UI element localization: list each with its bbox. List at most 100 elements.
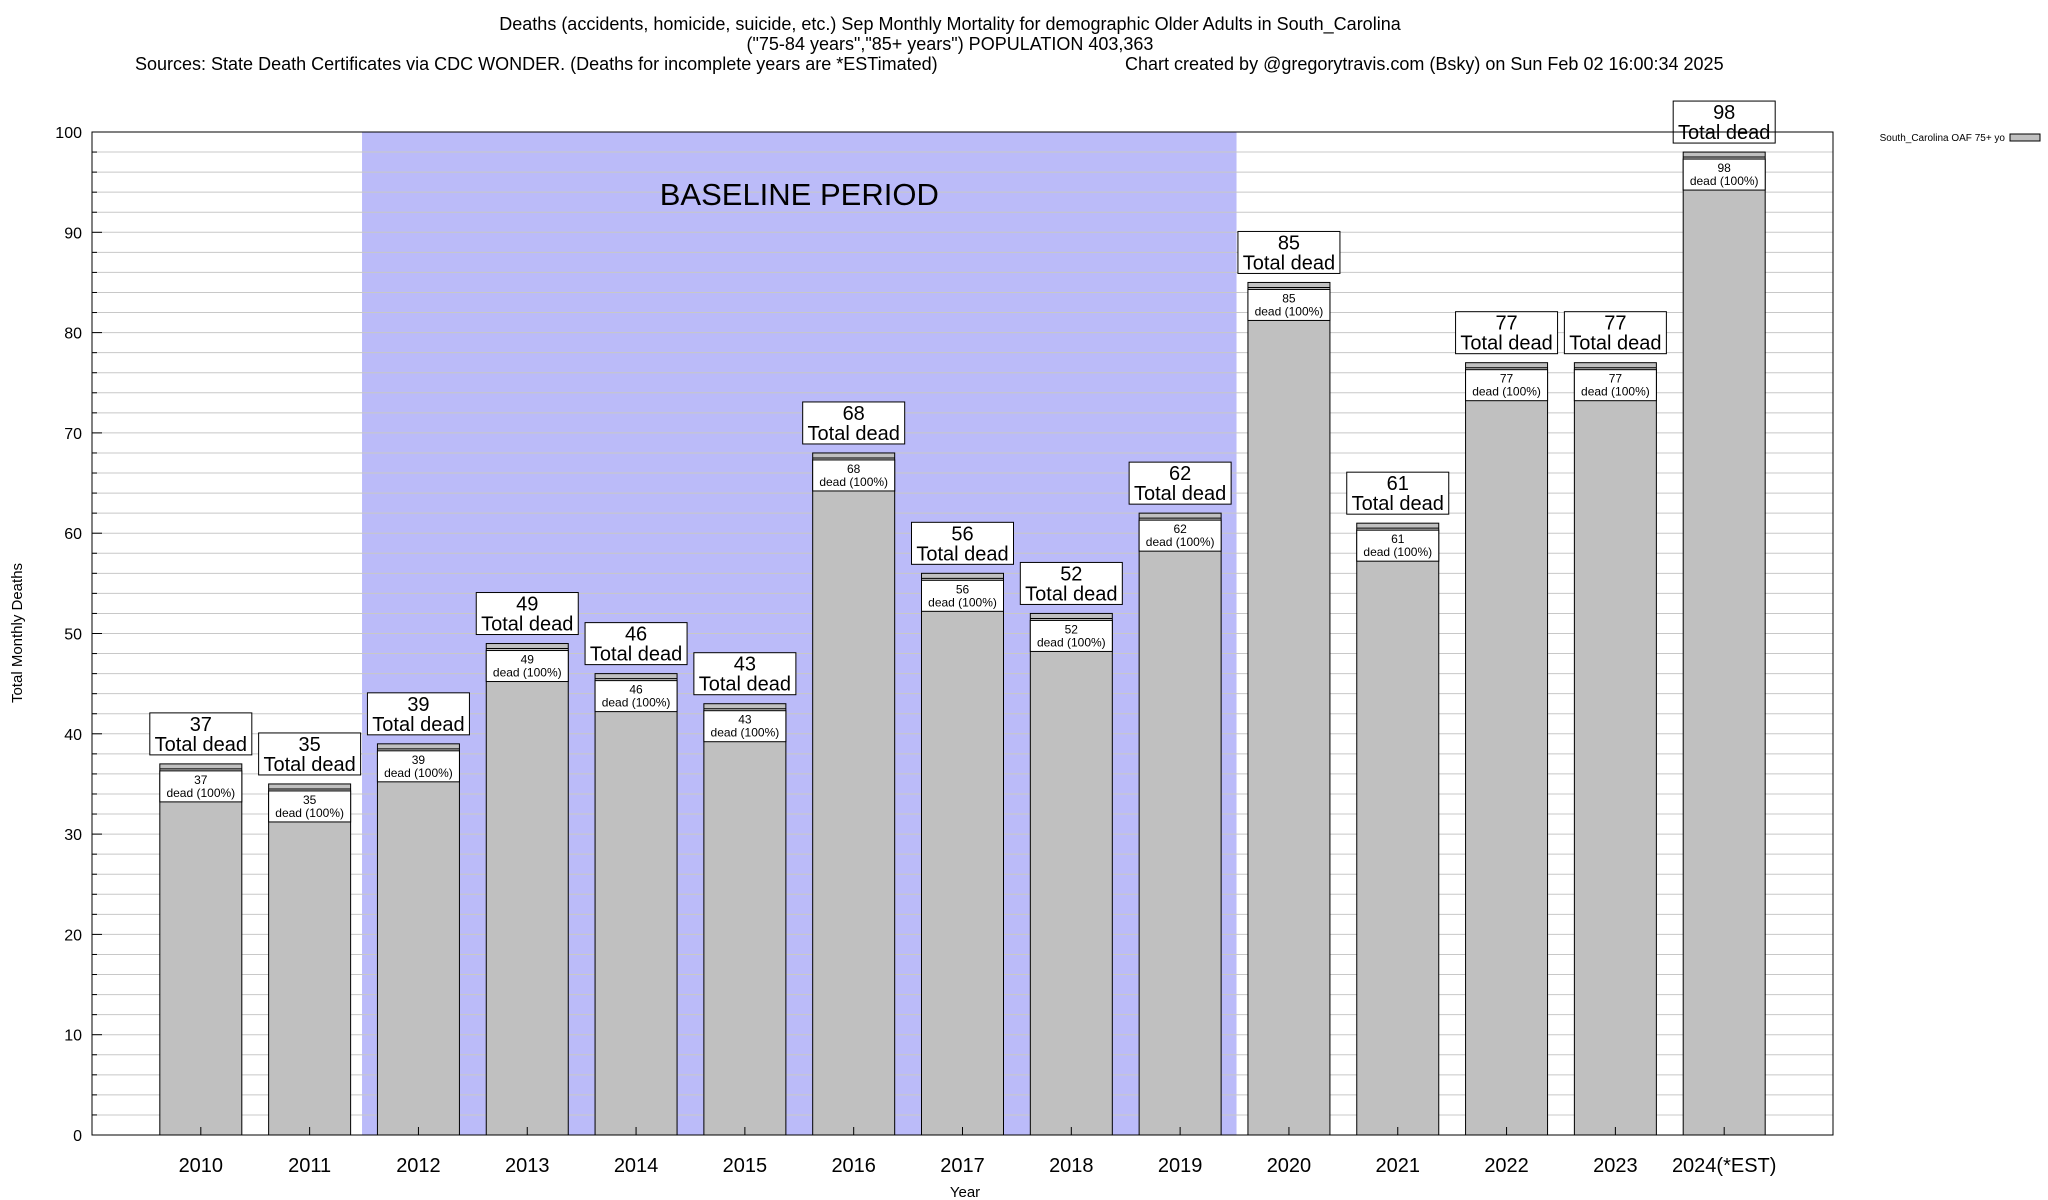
total-label-text: Total dead xyxy=(916,543,1008,565)
inner-label-value: 52 xyxy=(1065,622,1079,636)
chart-title-line-1: Deaths (accidents, homicide, suicide, et… xyxy=(499,14,1401,34)
x-tick-label: 2010 xyxy=(179,1155,224,1177)
inner-label-value: 37 xyxy=(194,773,208,787)
total-label-text: Total dead xyxy=(808,423,900,445)
total-label-box xyxy=(584,622,688,666)
plot-border xyxy=(91,131,1834,1136)
inner-label-box xyxy=(812,459,896,492)
inner-label-box xyxy=(159,770,243,803)
x-tick-label: 2024(*EST) xyxy=(1672,1155,1777,1177)
inner-label-value: 39 xyxy=(412,753,426,767)
inner-label-box xyxy=(1573,369,1657,402)
inner-label-text: dead (100%) xyxy=(928,595,997,609)
inner-label-box xyxy=(1029,619,1113,652)
total-label-value: 77 xyxy=(1495,313,1517,335)
y-tick-label: 40 xyxy=(64,727,82,744)
total-label-value: 68 xyxy=(843,403,865,425)
inner-label-text: dead (100%) xyxy=(493,666,562,680)
inner-label-value: 49 xyxy=(521,653,535,667)
total-label-text: Total dead xyxy=(155,734,247,756)
x-tick-label: 2015 xyxy=(723,1155,768,1177)
y-tick-label: 10 xyxy=(64,1028,82,1045)
inner-label-text: dead (100%) xyxy=(1581,385,1650,399)
total-label-value: 39 xyxy=(407,694,429,716)
inner-label-value: 56 xyxy=(956,582,970,596)
bar-2019 xyxy=(1138,512,1222,1136)
bar-2021 xyxy=(1356,522,1440,1136)
y-tick-label: 70 xyxy=(64,426,82,443)
bar-2018 xyxy=(1029,612,1113,1136)
inner-label-box xyxy=(1465,369,1549,402)
total-label-text: Total dead xyxy=(1134,483,1226,505)
inner-label-text: dead (100%) xyxy=(711,726,780,740)
y-tick-label: 60 xyxy=(64,526,82,543)
total-label-value: 56 xyxy=(951,523,973,545)
y-tick-label: 90 xyxy=(64,225,82,242)
total-label-box xyxy=(1455,311,1559,355)
total-label-value: 52 xyxy=(1060,563,1082,585)
total-label-text: Total dead xyxy=(1352,493,1444,515)
inner-label-text: dead (100%) xyxy=(384,766,453,780)
inner-label-text: dead (100%) xyxy=(1255,304,1324,318)
x-tick-label: 2019 xyxy=(1158,1155,1203,1177)
x-tick-label: 2014 xyxy=(614,1155,659,1177)
inner-label-text: dead (100%) xyxy=(1037,635,1106,649)
total-label-box xyxy=(1346,471,1450,515)
x-axis-label: Year xyxy=(950,1184,980,1200)
y-tick-label: 30 xyxy=(64,827,82,844)
total-label-value: 77 xyxy=(1604,313,1626,335)
inner-label-value: 43 xyxy=(738,713,752,727)
inner-label-value: 35 xyxy=(303,793,317,807)
total-label-box xyxy=(1237,230,1341,274)
inner-label-value: 77 xyxy=(1609,372,1623,386)
total-label-text: Total dead xyxy=(590,644,682,666)
total-label-text: Total dead xyxy=(1243,252,1335,274)
inner-label-box xyxy=(268,790,352,823)
bar-2024(*EST) xyxy=(1682,151,1766,1136)
total-label-box xyxy=(911,521,1014,565)
total-label-box xyxy=(149,712,253,756)
y-tick-label: 100 xyxy=(55,125,82,142)
bar-2014 xyxy=(594,673,678,1136)
x-tick-label: 2020 xyxy=(1267,1155,1312,1177)
y-tick-label: 0 xyxy=(73,1128,82,1145)
bar-2011 xyxy=(268,783,352,1136)
y-axis-label: Total Monthly Deaths xyxy=(9,563,26,703)
inner-label-value: 77 xyxy=(1500,372,1514,386)
y-tick-label: 80 xyxy=(64,326,82,343)
legend-label: South_Carolina OAF 75+ yo xyxy=(1880,133,2006,144)
inner-label-text: dead (100%) xyxy=(166,786,235,800)
legend-swatch xyxy=(2009,133,2041,142)
total-label-value: 35 xyxy=(299,734,321,756)
bar-2015 xyxy=(703,703,787,1136)
x-tick-label: 2022 xyxy=(1484,1155,1529,1177)
total-label-value: 62 xyxy=(1169,463,1191,485)
inner-label-value: 61 xyxy=(1391,532,1405,546)
inner-label-box xyxy=(1247,288,1331,321)
total-label-box xyxy=(693,652,797,696)
total-label-text: Total dead xyxy=(1025,583,1117,605)
total-label-value: 49 xyxy=(516,594,538,616)
x-tick-label: 2023 xyxy=(1593,1155,1638,1177)
inner-label-value: 46 xyxy=(629,683,643,697)
inner-label-box xyxy=(376,750,460,783)
inner-label-text: dead (100%) xyxy=(819,475,888,489)
bar-2017 xyxy=(921,572,1004,1136)
inner-label-box xyxy=(594,680,678,713)
total-label-box xyxy=(258,732,362,776)
chart-credit: Chart created by @gregorytravis.com (Bsk… xyxy=(1125,54,1724,74)
total-label-box xyxy=(475,592,579,636)
inner-label-box xyxy=(921,579,1004,612)
bar-2010 xyxy=(159,763,243,1136)
chart-sources: Sources: State Death Certificates via CD… xyxy=(135,54,938,74)
total-label-value: 43 xyxy=(734,654,756,676)
total-label-value: 85 xyxy=(1278,232,1300,254)
inner-label-text: dead (100%) xyxy=(602,696,671,710)
chart-title-line-2: ("75-84 years","85+ years") POPULATION 4… xyxy=(746,34,1154,54)
total-label-box xyxy=(1019,561,1123,605)
total-label-value: 61 xyxy=(1387,473,1409,495)
total-label-text: Total dead xyxy=(1678,122,1770,144)
inner-label-box xyxy=(703,710,787,743)
inner-label-box xyxy=(1138,519,1222,552)
inner-label-text: dead (100%) xyxy=(1690,174,1759,188)
